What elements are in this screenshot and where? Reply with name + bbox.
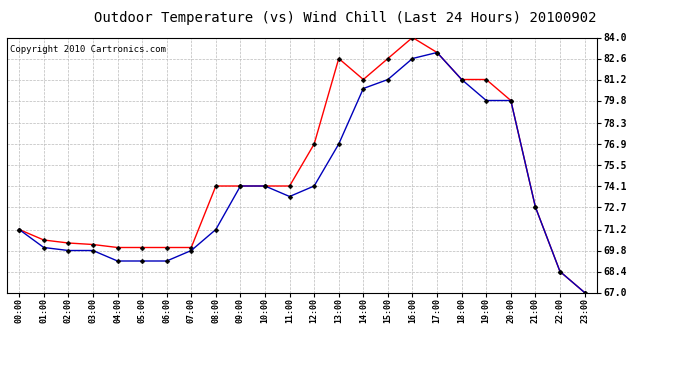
Text: Outdoor Temperature (vs) Wind Chill (Last 24 Hours) 20100902: Outdoor Temperature (vs) Wind Chill (Las… [94, 11, 596, 25]
Text: Copyright 2010 Cartronics.com: Copyright 2010 Cartronics.com [10, 45, 166, 54]
